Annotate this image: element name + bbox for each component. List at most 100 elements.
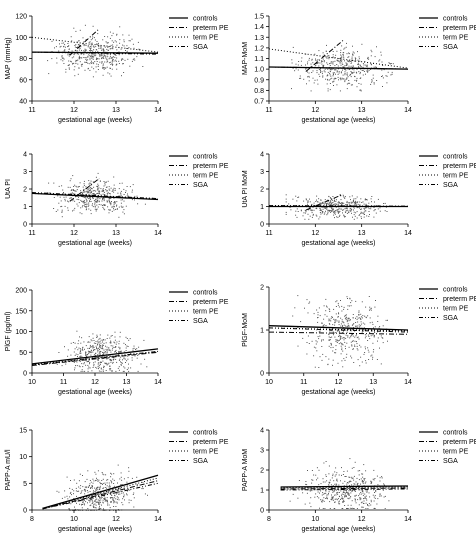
data-point xyxy=(335,301,337,303)
data-point xyxy=(78,199,80,201)
data-point xyxy=(132,184,134,186)
data-point xyxy=(353,479,355,481)
data-point xyxy=(371,79,373,81)
data-point xyxy=(334,322,336,323)
data-point xyxy=(371,354,373,356)
data-point xyxy=(96,204,98,206)
data-point xyxy=(81,49,82,51)
data-point xyxy=(313,204,315,206)
data-point xyxy=(336,342,338,343)
data-point xyxy=(81,500,83,502)
data-point xyxy=(352,314,354,315)
data-point xyxy=(61,211,63,213)
data-point xyxy=(120,192,122,194)
data-point xyxy=(377,498,379,500)
data-point xyxy=(321,499,323,501)
data-point xyxy=(128,370,130,372)
data-point xyxy=(84,358,86,360)
data-point xyxy=(101,345,103,347)
data-point xyxy=(339,496,340,498)
data-point xyxy=(329,209,330,211)
data-point xyxy=(364,352,366,353)
data-point xyxy=(354,215,356,217)
data-point xyxy=(106,59,108,61)
data-point xyxy=(332,56,334,58)
data-point xyxy=(73,198,74,200)
data-point xyxy=(142,481,144,483)
data-point xyxy=(110,345,112,347)
data-point xyxy=(346,508,347,509)
data-point xyxy=(98,370,100,372)
data-point xyxy=(376,359,378,360)
data-point xyxy=(329,481,331,483)
data-point xyxy=(103,352,105,354)
data-point xyxy=(351,500,353,502)
data-point xyxy=(91,188,93,190)
legend-label: SGA xyxy=(443,458,458,465)
data-point xyxy=(109,54,111,55)
data-point xyxy=(123,478,125,480)
data-point xyxy=(80,370,82,372)
data-point xyxy=(127,195,129,197)
data-point xyxy=(127,358,129,360)
data-point xyxy=(91,485,93,487)
data-point xyxy=(99,346,101,348)
data-point xyxy=(95,507,97,509)
data-point xyxy=(119,182,121,184)
data-point xyxy=(95,176,97,178)
data-point xyxy=(97,480,99,482)
data-point xyxy=(333,318,335,320)
data-point xyxy=(93,194,95,196)
data-point xyxy=(347,497,349,499)
data-point xyxy=(329,72,331,74)
data-point xyxy=(136,476,138,478)
data-point xyxy=(131,359,133,361)
data-point xyxy=(312,77,314,79)
data-point xyxy=(63,63,65,64)
data-point xyxy=(72,62,74,64)
data-point xyxy=(341,77,343,79)
data-point xyxy=(74,342,76,344)
data-point xyxy=(372,334,374,336)
data-point xyxy=(118,216,120,218)
data-point xyxy=(351,72,352,74)
data-point xyxy=(334,508,336,509)
data-point xyxy=(84,504,85,506)
data-point xyxy=(68,51,70,52)
data-point xyxy=(102,478,104,480)
data-point xyxy=(100,368,102,370)
data-point xyxy=(99,350,101,352)
data-point xyxy=(288,203,290,205)
data-points xyxy=(56,464,148,511)
y-tick-label: 3 xyxy=(23,169,27,176)
data-point xyxy=(92,190,94,192)
data-point xyxy=(88,54,90,56)
data-point xyxy=(327,199,329,201)
data-point xyxy=(353,467,355,468)
data-point xyxy=(349,487,350,489)
data-point xyxy=(361,43,363,45)
data-point xyxy=(81,490,83,492)
data-point xyxy=(90,184,92,186)
data-point xyxy=(111,360,113,362)
data-point xyxy=(319,209,321,211)
data-point xyxy=(144,358,146,360)
data-point xyxy=(76,482,78,484)
data-point xyxy=(375,67,377,68)
data-point xyxy=(323,500,325,502)
data-point xyxy=(114,190,116,191)
data-point xyxy=(370,55,372,57)
data-point xyxy=(73,69,75,71)
data-point xyxy=(306,492,308,494)
data-point xyxy=(342,209,344,211)
data-point xyxy=(367,56,369,58)
data-point xyxy=(92,346,94,348)
data-point xyxy=(370,335,372,337)
data-point xyxy=(385,319,387,321)
data-point xyxy=(84,202,86,203)
data-point xyxy=(359,344,361,346)
data-point xyxy=(49,192,51,194)
data-point xyxy=(318,69,320,70)
data-point xyxy=(128,363,129,365)
data-point xyxy=(351,324,353,326)
